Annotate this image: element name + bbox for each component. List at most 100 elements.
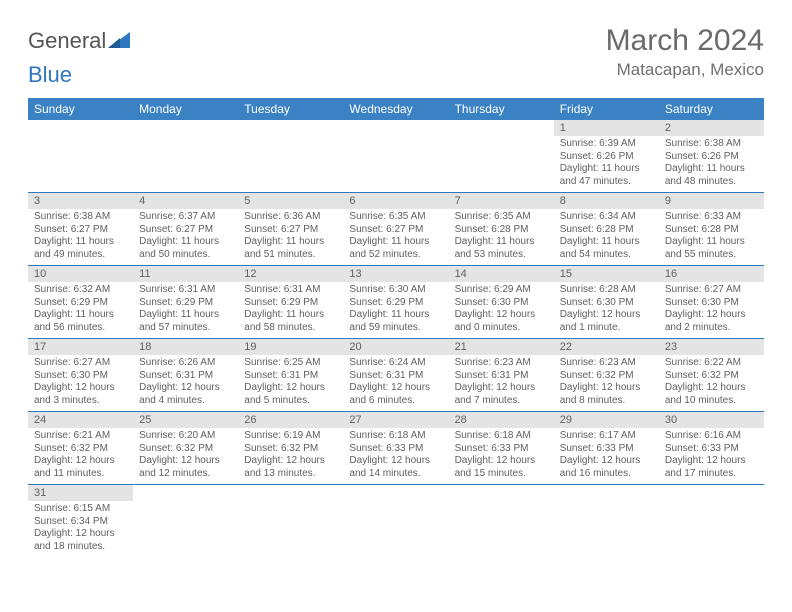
sunset-text: Sunset: 6:32 PM xyxy=(139,443,232,456)
daylight-text: Daylight: 12 hours xyxy=(34,528,127,541)
daylight-text: and 15 minutes. xyxy=(455,468,548,481)
day-cell xyxy=(343,136,448,193)
sunset-text: Sunset: 6:31 PM xyxy=(349,370,442,383)
daylight-text: and 49 minutes. xyxy=(34,249,127,262)
day-number: 22 xyxy=(554,339,659,356)
day-cell xyxy=(133,136,238,193)
sunrise-text: Sunrise: 6:20 AM xyxy=(139,430,232,443)
daylight-text: Daylight: 12 hours xyxy=(349,455,442,468)
sunrise-text: Sunrise: 6:37 AM xyxy=(139,211,232,224)
day-number: 8 xyxy=(554,193,659,210)
daylight-text: Daylight: 12 hours xyxy=(34,455,127,468)
daylight-text: and 52 minutes. xyxy=(349,249,442,262)
day-number: 24 xyxy=(28,412,133,429)
sunset-text: Sunset: 6:32 PM xyxy=(560,370,653,383)
sunrise-text: Sunrise: 6:38 AM xyxy=(34,211,127,224)
weekday-header: Saturday xyxy=(659,98,764,120)
day-data-row: Sunrise: 6:39 AMSunset: 6:26 PMDaylight:… xyxy=(28,136,764,193)
weekday-header-row: Sunday Monday Tuesday Wednesday Thursday… xyxy=(28,98,764,120)
day-number: 19 xyxy=(238,339,343,356)
sunrise-text: Sunrise: 6:26 AM xyxy=(139,357,232,370)
sunrise-text: Sunrise: 6:28 AM xyxy=(560,284,653,297)
daylight-text: and 6 minutes. xyxy=(349,395,442,408)
daylight-text: Daylight: 11 hours xyxy=(665,163,758,176)
day-number-row: 3456789 xyxy=(28,193,764,210)
sunrise-text: Sunrise: 6:27 AM xyxy=(34,357,127,370)
sunset-text: Sunset: 6:30 PM xyxy=(665,297,758,310)
daylight-text: Daylight: 12 hours xyxy=(455,309,548,322)
daylight-text: Daylight: 12 hours xyxy=(34,382,127,395)
daylight-text: and 7 minutes. xyxy=(455,395,548,408)
sunrise-text: Sunrise: 6:18 AM xyxy=(455,430,548,443)
daylight-text: Daylight: 12 hours xyxy=(665,309,758,322)
day-cell: Sunrise: 6:29 AMSunset: 6:30 PMDaylight:… xyxy=(449,282,554,339)
sunset-text: Sunset: 6:31 PM xyxy=(139,370,232,383)
daylight-text: and 55 minutes. xyxy=(665,249,758,262)
day-number xyxy=(343,485,448,502)
daylight-text: and 14 minutes. xyxy=(349,468,442,481)
day-number: 9 xyxy=(659,193,764,210)
daylight-text: and 4 minutes. xyxy=(139,395,232,408)
day-number xyxy=(133,120,238,136)
day-cell: Sunrise: 6:38 AMSunset: 6:27 PMDaylight:… xyxy=(28,209,133,266)
daylight-text: Daylight: 11 hours xyxy=(139,236,232,249)
sunset-text: Sunset: 6:28 PM xyxy=(560,224,653,237)
location: Matacapan, Mexico xyxy=(606,60,764,80)
day-cell: Sunrise: 6:24 AMSunset: 6:31 PMDaylight:… xyxy=(343,355,448,412)
daylight-text: and 50 minutes. xyxy=(139,249,232,262)
sunrise-text: Sunrise: 6:32 AM xyxy=(34,284,127,297)
calendar-table: Sunday Monday Tuesday Wednesday Thursday… xyxy=(28,98,764,557)
sunset-text: Sunset: 6:27 PM xyxy=(139,224,232,237)
daylight-text: and 58 minutes. xyxy=(244,322,337,335)
day-number: 10 xyxy=(28,266,133,283)
day-number: 20 xyxy=(343,339,448,356)
sunset-text: Sunset: 6:26 PM xyxy=(665,151,758,164)
day-cell: Sunrise: 6:27 AMSunset: 6:30 PMDaylight:… xyxy=(659,282,764,339)
day-number xyxy=(133,485,238,502)
sunset-text: Sunset: 6:29 PM xyxy=(349,297,442,310)
sunset-text: Sunset: 6:32 PM xyxy=(665,370,758,383)
day-number xyxy=(449,120,554,136)
day-cell: Sunrise: 6:23 AMSunset: 6:31 PMDaylight:… xyxy=(449,355,554,412)
day-number: 28 xyxy=(449,412,554,429)
logo: GeneralBlue xyxy=(28,28,134,88)
day-number: 4 xyxy=(133,193,238,210)
daylight-text: Daylight: 11 hours xyxy=(244,236,337,249)
day-number-row: 12 xyxy=(28,120,764,136)
daylight-text: Daylight: 11 hours xyxy=(349,236,442,249)
day-cell xyxy=(343,501,448,557)
day-number xyxy=(238,120,343,136)
day-number: 15 xyxy=(554,266,659,283)
day-data-row: Sunrise: 6:32 AMSunset: 6:29 PMDaylight:… xyxy=(28,282,764,339)
day-number: 13 xyxy=(343,266,448,283)
sunrise-text: Sunrise: 6:38 AM xyxy=(665,138,758,151)
daylight-text: and 47 minutes. xyxy=(560,176,653,189)
day-cell: Sunrise: 6:17 AMSunset: 6:33 PMDaylight:… xyxy=(554,428,659,485)
sunset-text: Sunset: 6:29 PM xyxy=(34,297,127,310)
weekday-header: Thursday xyxy=(449,98,554,120)
daylight-text: Daylight: 12 hours xyxy=(560,382,653,395)
sunrise-text: Sunrise: 6:17 AM xyxy=(560,430,653,443)
sunrise-text: Sunrise: 6:15 AM xyxy=(34,503,127,516)
day-number: 21 xyxy=(449,339,554,356)
daylight-text: Daylight: 12 hours xyxy=(560,309,653,322)
logo-part1: General xyxy=(28,28,106,53)
day-cell xyxy=(659,501,764,557)
sunrise-text: Sunrise: 6:29 AM xyxy=(455,284,548,297)
day-cell: Sunrise: 6:25 AMSunset: 6:31 PMDaylight:… xyxy=(238,355,343,412)
day-cell: Sunrise: 6:18 AMSunset: 6:33 PMDaylight:… xyxy=(343,428,448,485)
day-cell: Sunrise: 6:28 AMSunset: 6:30 PMDaylight:… xyxy=(554,282,659,339)
day-number: 23 xyxy=(659,339,764,356)
sunset-text: Sunset: 6:27 PM xyxy=(34,224,127,237)
sunset-text: Sunset: 6:29 PM xyxy=(244,297,337,310)
daylight-text: Daylight: 11 hours xyxy=(349,309,442,322)
weekday-header: Monday xyxy=(133,98,238,120)
day-cell: Sunrise: 6:19 AMSunset: 6:32 PMDaylight:… xyxy=(238,428,343,485)
sunset-text: Sunset: 6:29 PM xyxy=(139,297,232,310)
sunset-text: Sunset: 6:31 PM xyxy=(244,370,337,383)
daylight-text: and 48 minutes. xyxy=(665,176,758,189)
day-number: 11 xyxy=(133,266,238,283)
day-cell xyxy=(554,501,659,557)
day-number: 2 xyxy=(659,120,764,136)
sunset-text: Sunset: 6:32 PM xyxy=(34,443,127,456)
